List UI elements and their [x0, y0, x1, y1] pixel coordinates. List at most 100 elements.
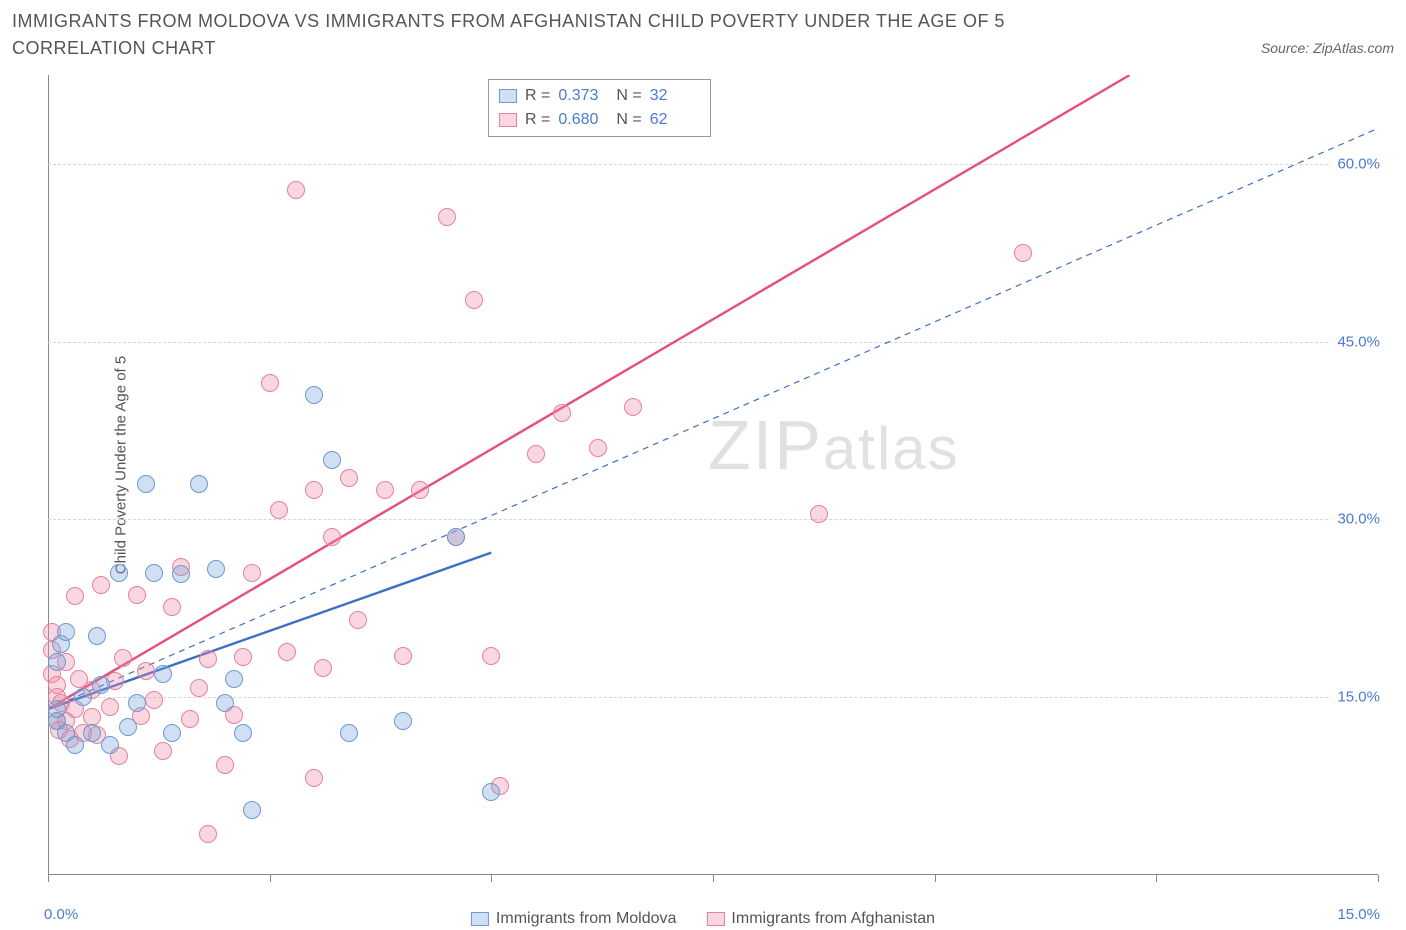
trend-lines	[48, 75, 1378, 875]
scatter-plot: ZIPatlas 15.0%30.0%45.0%60.0%0.0%15.0%R …	[48, 75, 1378, 875]
data-point-moldova	[101, 736, 119, 754]
n-label: N =	[616, 108, 641, 132]
data-point-moldova	[145, 564, 163, 582]
data-point-moldova	[137, 475, 155, 493]
data-point-moldova	[66, 736, 84, 754]
data-point-afghanistan	[305, 769, 323, 787]
data-point-afghanistan	[145, 691, 163, 709]
x-tick	[1378, 875, 1379, 882]
data-point-afghanistan	[340, 469, 358, 487]
y-tick-label: 60.0%	[1331, 155, 1380, 172]
data-point-afghanistan	[66, 587, 84, 605]
swatch-afghanistan	[499, 113, 517, 127]
data-point-afghanistan	[394, 647, 412, 665]
data-point-afghanistan	[624, 398, 642, 416]
data-point-afghanistan	[349, 611, 367, 629]
legend-label-moldova: Immigrants from Moldova	[496, 910, 677, 928]
data-point-moldova	[323, 451, 341, 469]
watermark-atlas: atlas	[823, 415, 960, 482]
data-point-afghanistan	[589, 439, 607, 457]
correlation-stats-legend: R =0.373N =32R =0.680N =62	[488, 79, 711, 137]
data-point-afghanistan	[216, 756, 234, 774]
legend-swatch-moldova	[471, 912, 489, 926]
gridline	[48, 342, 1378, 343]
x-tick	[48, 875, 49, 882]
r-label: R =	[525, 108, 550, 132]
data-point-afghanistan	[810, 505, 828, 523]
gridline	[48, 697, 1378, 698]
data-point-moldova	[305, 386, 323, 404]
gridline	[48, 519, 1378, 520]
n-value-moldova: 32	[650, 84, 700, 108]
data-point-afghanistan	[199, 825, 217, 843]
stat-row-moldova: R = 0.373 N = 32	[499, 84, 700, 108]
gridline	[48, 164, 1378, 165]
data-point-afghanistan	[199, 650, 217, 668]
y-tick-label: 15.0%	[1331, 689, 1380, 706]
data-point-moldova	[88, 627, 106, 645]
n-label: N =	[616, 84, 641, 108]
data-point-afghanistan	[128, 586, 146, 604]
data-point-moldova	[83, 724, 101, 742]
data-point-afghanistan	[181, 710, 199, 728]
data-point-moldova	[207, 560, 225, 578]
n-value-afghanistan: 62	[650, 108, 700, 132]
data-point-moldova	[110, 564, 128, 582]
data-point-afghanistan	[527, 445, 545, 463]
watermark-zip: ZIP	[708, 406, 823, 484]
data-point-moldova	[92, 676, 110, 694]
x-tick	[713, 875, 714, 882]
data-point-afghanistan	[1014, 244, 1032, 262]
x-tick	[1156, 875, 1157, 882]
data-point-afghanistan	[305, 481, 323, 499]
legend-item-afghanistan: Immigrants from Afghanistan	[706, 910, 935, 928]
data-point-afghanistan	[438, 208, 456, 226]
x-tick-label: 0.0%	[44, 906, 78, 923]
x-tick	[270, 875, 271, 882]
data-point-afghanistan	[278, 643, 296, 661]
data-point-moldova	[394, 712, 412, 730]
data-point-moldova	[48, 653, 66, 671]
y-axis-line	[48, 75, 49, 875]
chart-title: IMMIGRANTS FROM MOLDOVA VS IMMIGRANTS FR…	[12, 8, 1112, 62]
data-point-afghanistan	[137, 662, 155, 680]
x-tick	[491, 875, 492, 882]
data-point-afghanistan	[163, 598, 181, 616]
r-label: R =	[525, 84, 550, 108]
x-tick-label: 15.0%	[1337, 906, 1380, 923]
data-point-moldova	[57, 623, 75, 641]
data-point-moldova	[190, 475, 208, 493]
data-point-afghanistan	[465, 291, 483, 309]
data-point-moldova	[119, 718, 137, 736]
data-point-afghanistan	[553, 404, 571, 422]
legend-label-afghanistan: Immigrants from Afghanistan	[731, 910, 935, 928]
data-point-moldova	[243, 801, 261, 819]
data-point-moldova	[128, 694, 146, 712]
series-legend: Immigrants from Moldova Immigrants from A…	[471, 910, 935, 928]
x-tick	[935, 875, 936, 882]
r-value-moldova: 0.373	[558, 84, 608, 108]
data-point-afghanistan	[114, 649, 132, 667]
data-point-afghanistan	[376, 481, 394, 499]
data-point-afghanistan	[101, 698, 119, 716]
y-tick-label: 45.0%	[1331, 333, 1380, 350]
data-point-afghanistan	[314, 659, 332, 677]
data-point-afghanistan	[482, 647, 500, 665]
data-point-afghanistan	[92, 576, 110, 594]
data-point-moldova	[154, 665, 172, 683]
data-point-afghanistan	[411, 481, 429, 499]
watermark: ZIPatlas	[708, 405, 960, 485]
data-point-afghanistan	[287, 181, 305, 199]
data-point-moldova	[216, 694, 234, 712]
data-point-moldova	[482, 783, 500, 801]
data-point-afghanistan	[190, 679, 208, 697]
legend-swatch-afghanistan	[706, 912, 724, 926]
data-point-afghanistan	[261, 374, 279, 392]
data-point-moldova	[74, 688, 92, 706]
data-point-moldova	[163, 724, 181, 742]
swatch-moldova	[499, 89, 517, 103]
y-tick-label: 30.0%	[1331, 511, 1380, 528]
data-point-afghanistan	[270, 501, 288, 519]
legend-item-moldova: Immigrants from Moldova	[471, 910, 677, 928]
data-point-afghanistan	[323, 528, 341, 546]
